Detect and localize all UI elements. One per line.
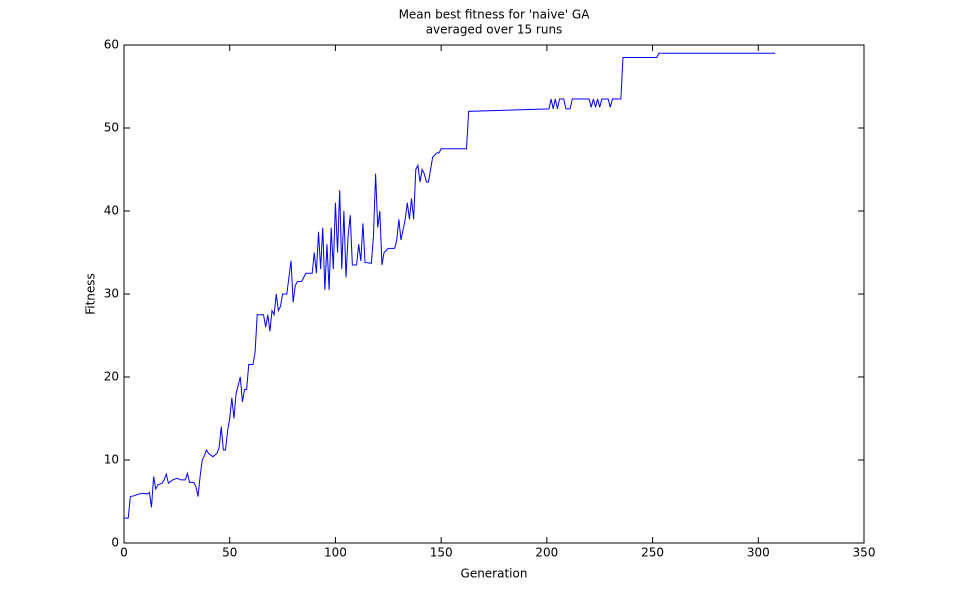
chart-subtitle: averaged over 15 runs (426, 23, 563, 37)
y-tick-label: 0 (111, 536, 119, 550)
x-tick-label: 300 (747, 546, 770, 560)
x-tick-label: 200 (535, 546, 558, 560)
x-tick-label: 0 (120, 546, 128, 560)
x-tick-label: 250 (641, 546, 664, 560)
y-tick-label: 60 (104, 38, 119, 52)
y-axis-label: Fitness (84, 273, 98, 315)
x-tick-label: 100 (324, 546, 347, 560)
y-tick-label: 10 (104, 453, 119, 467)
chart-title: Mean best fitness for 'naive' GA (399, 8, 591, 22)
y-tick-label: 50 (104, 121, 119, 135)
y-tick-label: 40 (104, 204, 119, 218)
y-tick-label: 20 (104, 370, 119, 384)
x-tick-label: 350 (853, 546, 876, 560)
x-tick-label: 150 (430, 546, 453, 560)
y-tick-label: 30 (104, 287, 119, 301)
data-line (124, 52, 776, 519)
x-tick-label: 50 (222, 546, 237, 560)
x-axis-label: Generation (461, 567, 528, 581)
